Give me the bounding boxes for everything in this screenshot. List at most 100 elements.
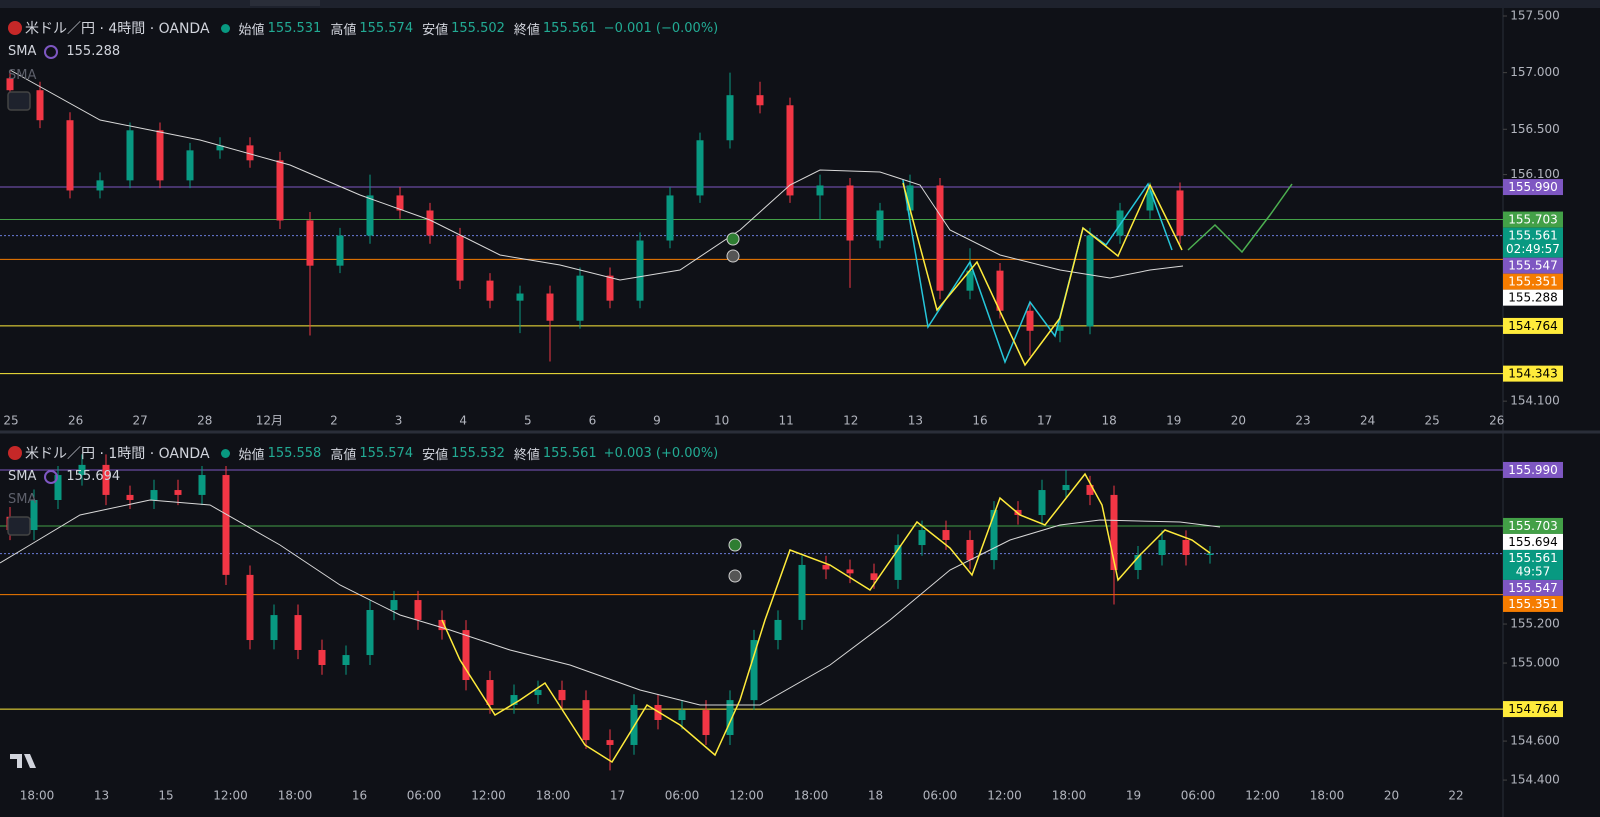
candle-body [870, 573, 878, 580]
collapse-button[interactable] [7, 91, 31, 111]
price-badge [1503, 227, 1563, 258]
ohlc-label: 安値 [422, 447, 449, 463]
candle-body [342, 655, 350, 666]
price-badge [1503, 179, 1563, 196]
y-tick-label: 154.400 [1510, 773, 1560, 787]
x-tick-label: 13 [94, 789, 109, 803]
ohlc-value: 155.558 [267, 445, 322, 461]
candle-body [1110, 494, 1118, 571]
price-badge-label: 155.547 [1508, 581, 1558, 595]
x-tick-label: 26 [68, 414, 83, 428]
candle-body [894, 545, 902, 580]
candle-body [1206, 553, 1214, 555]
x-tick-label: 20 [1384, 789, 1399, 803]
ohlc-value: 155.561 [542, 445, 597, 461]
symbol: 米ドル／円 · 4時間 · OANDA [25, 21, 210, 37]
candle-body [96, 180, 104, 191]
candle-body [606, 275, 614, 301]
alert-icon[interactable] [726, 232, 740, 246]
candle-body [996, 270, 1004, 311]
candle-body [750, 640, 758, 701]
indicator-value: 155.694 [66, 469, 121, 484]
price-badge-label: 155.990 [1508, 180, 1558, 194]
candle-body [558, 689, 566, 701]
indicator-hidden[interactable]: SMA [8, 68, 37, 83]
clock-icon[interactable] [728, 569, 742, 583]
candle-body [486, 280, 494, 301]
price-badge [1503, 211, 1563, 228]
candle-body [366, 195, 374, 236]
candle-body [786, 105, 794, 196]
x-tick-label: 20 [1231, 414, 1246, 428]
y-tick-label: 154.600 [1510, 734, 1560, 748]
candle-body [1086, 484, 1094, 495]
candle-body [942, 530, 950, 540]
x-tick-label: 12:00 [987, 789, 1022, 803]
tab [250, 0, 320, 6]
candle-body [798, 564, 806, 620]
x-tick-label: 6 [589, 414, 597, 428]
sma-line [9, 69, 1184, 281]
indicator[interactable]: SMA 155.288 [8, 44, 120, 59]
alert-icon[interactable] [728, 538, 742, 552]
x-tick-label: 18:00 [794, 789, 829, 803]
ohlc-value: 155.574 [359, 445, 414, 461]
x-tick-label: 18:00 [1052, 789, 1087, 803]
x-tick-label: 06:00 [665, 789, 700, 803]
candle-body [576, 275, 584, 321]
y-tick-label: 154.100 [1510, 394, 1560, 408]
candle-body [678, 710, 686, 721]
price-badge [1503, 289, 1563, 306]
indicator[interactable]: SMA 155.694 [8, 469, 120, 484]
candle-body [270, 615, 278, 641]
x-tick-label: 3 [395, 414, 403, 428]
drawings [0, 69, 1293, 768]
price-badge [1503, 317, 1563, 334]
candle-body [66, 120, 74, 191]
ohlc-value: 155.502 [451, 20, 505, 36]
price-badge [1503, 701, 1563, 718]
candle-body [30, 499, 38, 531]
candle-body [1056, 326, 1064, 331]
x-tick-label: 06:00 [1181, 789, 1216, 803]
candle-body [1026, 310, 1034, 331]
candle-body [1134, 554, 1142, 571]
candle-body [1158, 539, 1166, 555]
price-badge [1503, 517, 1563, 534]
candle-body [546, 293, 554, 321]
collapse-button[interactable] [7, 516, 31, 536]
x-tick-label: 12:00 [213, 789, 248, 803]
candle-body [846, 569, 854, 574]
x-tick-label: 25 [1425, 414, 1440, 428]
yellow-pattern [441, 472, 1211, 764]
candle-body [150, 490, 158, 500]
y-tick-label: 156.100 [1510, 167, 1560, 181]
price-badge-label: 154.764 [1508, 319, 1558, 333]
candle-body [774, 619, 782, 641]
x-tick-label: 18:00 [20, 789, 55, 803]
yellow-pattern [902, 182, 1183, 367]
price-badge-label: 155.351 [1508, 275, 1558, 289]
price-badge-label: 155.703 [1508, 519, 1558, 533]
price-badge [1503, 579, 1563, 596]
x-tick-label: 9 [653, 414, 661, 428]
countdown: 49:57 [1516, 564, 1551, 578]
indicator-hidden[interactable]: SMA [8, 492, 37, 507]
price-badge-label: 155.703 [1508, 213, 1558, 227]
candle-body [78, 464, 86, 476]
legend-header: 米ドル／円 · 4時間 · OANDA 始値 155.531 高値 155.574 … [8, 18, 718, 38]
clock-icon[interactable] [726, 249, 740, 263]
candle-body [246, 145, 254, 161]
candle-body [936, 185, 944, 291]
x-tick-label: 24 [1360, 414, 1375, 428]
change: +0.003 (+0.00%) [603, 445, 719, 461]
indicator-value: 155.288 [66, 44, 121, 59]
candle-body [516, 293, 524, 301]
candle-body [822, 564, 830, 570]
x-tick-label: 18:00 [1310, 789, 1345, 803]
candle-body [666, 195, 674, 241]
price-badge [1503, 365, 1563, 382]
candle-body [486, 680, 494, 705]
